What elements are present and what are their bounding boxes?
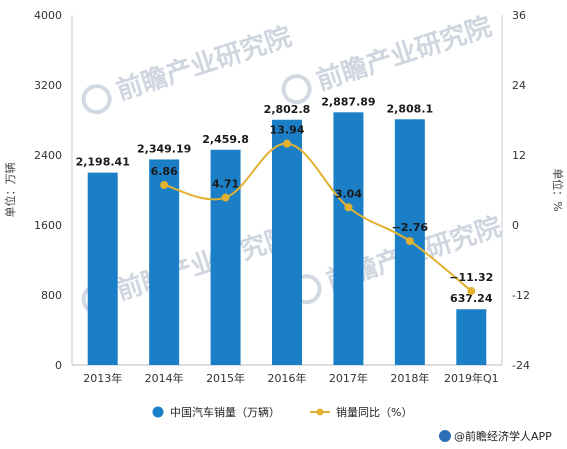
bar (87, 172, 118, 365)
legend-line-label: 销量同比（%） (336, 405, 412, 419)
watermark-text: 前瞻产业研究院 (113, 221, 296, 307)
right-tick-label: 36 (512, 9, 526, 22)
watermark-text: 前瞻产业研究院 (113, 21, 296, 107)
line-points (160, 139, 476, 296)
line-point (467, 287, 476, 296)
line-value-label: 3.04 (335, 187, 362, 200)
line-value-label: 4.71 (212, 178, 239, 191)
line-point (283, 139, 291, 148)
bar (456, 309, 487, 365)
bar (333, 112, 364, 365)
x-tick-label: 2014年 (145, 371, 184, 385)
x-tick-label: 2018年 (390, 371, 429, 385)
line-value-label: 6.86 (151, 165, 178, 178)
left-axis-title: 单位：万辆 (3, 163, 17, 218)
watermark-logo-icon (81, 84, 112, 115)
legend: 中国汽车销量（万辆） 销量同比（%） (152, 405, 412, 419)
left-tick-label: 3200 (34, 79, 62, 92)
bar-value-label: 2,459.8 (202, 133, 249, 146)
left-axis-ticks: 0 800 1600 2400 3200 4000 (34, 9, 62, 372)
line-value-label: −2.76 (392, 221, 429, 234)
bar-data-labels: 2,198.41 2,349.19 2,459.8 2,802.8 2,887.89 2,… (76, 95, 493, 305)
bar-series (87, 112, 487, 365)
legend-bar-label: 中国汽车销量（万辆） (170, 405, 280, 419)
right-axis-title: 单位：% (551, 168, 565, 211)
left-tick-label: 2400 (34, 149, 62, 162)
left-tick-label: 4000 (34, 9, 62, 22)
x-tick-label: 2013年 (83, 371, 122, 385)
line-data-labels: 6.86 4.71 13.94 3.04 −2.76 −11.32 (151, 124, 494, 284)
bar (210, 149, 241, 365)
line-point (344, 203, 353, 212)
right-tick-label: 12 (512, 149, 526, 162)
bar-value-label: 2,198.41 (76, 156, 130, 169)
right-axis-ticks: -24 -12 0 12 24 36 (512, 9, 530, 372)
left-tick-label: 0 (55, 359, 62, 372)
x-tick-label: 2016年 (268, 371, 307, 385)
watermark-logo-icon (281, 74, 312, 105)
line-point (160, 180, 169, 189)
line-value-label: −11.32 (449, 271, 493, 284)
bar (149, 159, 180, 365)
left-tick-label: 1600 (34, 219, 62, 232)
brand-logo-icon (439, 430, 451, 442)
line-point (221, 193, 230, 202)
left-tick-label: 800 (41, 289, 62, 302)
brand-text: @前瞻经济学人APP (454, 429, 552, 443)
bar-value-label: 2,802.8 (264, 103, 311, 116)
watermark-text: 前瞻产业研究院 (313, 11, 496, 97)
right-tick-label: -24 (512, 359, 530, 372)
right-tick-label: -12 (512, 289, 530, 302)
watermark-1: 前瞻产业研究院 (281, 11, 496, 105)
right-tick-label: 0 (512, 219, 519, 232)
line-point (405, 237, 414, 246)
legend-line-marker (316, 408, 324, 416)
legend-bar-swatch (152, 406, 164, 418)
x-tick-label: 2015年 (206, 371, 245, 385)
bar-value-label: 2,349.19 (137, 142, 191, 155)
x-tick-label: 2019年Q1 (444, 371, 499, 385)
bar-value-label: 2,887.89 (321, 95, 375, 108)
x-tick-label: 2017年 (329, 371, 368, 385)
bar-value-label: 2,808.1 (387, 102, 434, 115)
right-tick-label: 24 (512, 79, 526, 92)
bar-value-label: 637.24 (450, 292, 493, 305)
bar (272, 119, 302, 365)
x-axis-ticks: 2013年 2014年 2015年 2016年 2017年 2018年 2019年Q1 (83, 371, 498, 385)
line-value-label: 13.94 (270, 124, 305, 137)
brand-mark: @前瞻经济学人APP (439, 429, 552, 443)
